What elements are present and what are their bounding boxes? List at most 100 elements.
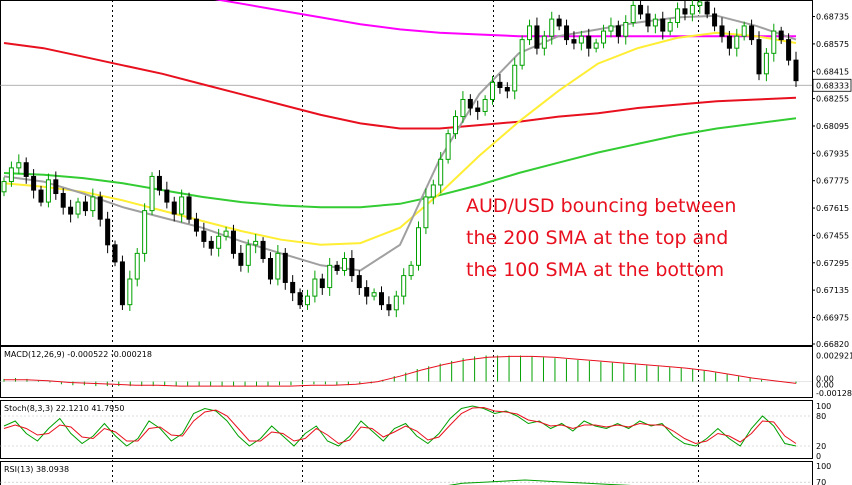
macd-tick-label: 0.002921: [816, 351, 852, 360]
price-tick-label: 0.66820: [816, 340, 849, 349]
candle: [423, 188, 429, 235]
candle: [512, 57, 518, 100]
candle: [408, 261, 414, 280]
candle: [401, 268, 407, 305]
candle: [201, 222, 207, 248]
candle: [179, 189, 185, 223]
candle: [682, 0, 688, 21]
candle: [741, 21, 747, 41]
candle: [793, 51, 799, 87]
candle: [734, 28, 740, 57]
candle: [156, 170, 162, 196]
candle: [53, 171, 59, 200]
candle: [8, 161, 14, 187]
candle: [645, 5, 651, 33]
candle: [142, 203, 148, 262]
candle: [652, 13, 658, 34]
candle: [327, 257, 333, 296]
candle: [193, 212, 199, 237]
candle: [504, 82, 510, 99]
candle: [756, 31, 762, 81]
macd-tick-label: 0.00: [816, 375, 834, 384]
candle: [1, 177, 7, 197]
candle: [230, 224, 236, 259]
macd-histogram: [3, 355, 797, 387]
candle: [378, 286, 384, 310]
candle: [267, 252, 273, 285]
candle: [31, 169, 37, 199]
candle: [541, 30, 547, 56]
candle: [38, 185, 44, 207]
candle: [467, 94, 473, 116]
candle: [68, 199, 74, 223]
macd-label: MACD(12,26,9) -0.000522 -0.000218: [4, 350, 152, 359]
candle: [223, 226, 229, 241]
candle: [238, 244, 244, 272]
candle: [282, 248, 288, 290]
price-tick-label: 0.67295: [816, 259, 849, 268]
candle: [490, 76, 496, 105]
candle: [16, 154, 22, 175]
candle: [90, 188, 96, 217]
candle: [186, 192, 192, 224]
price-tick-label: 0.68735: [816, 13, 849, 22]
price-tick-label: 0.66975: [816, 313, 849, 322]
candle: [82, 195, 88, 216]
price-tick-label: 0.67455: [816, 231, 849, 240]
candle: [45, 173, 51, 208]
candle: [23, 157, 29, 184]
moving-average-line: [3, 42, 797, 130]
candle: [482, 95, 488, 116]
candle: [475, 100, 481, 120]
candle: [497, 73, 503, 94]
candlesticks: [1, 0, 799, 318]
candle: [393, 290, 399, 318]
moving-average-line: [3, 31, 797, 246]
candle: [564, 19, 570, 45]
rsi-tick-label: 100: [816, 462, 831, 471]
candle: [712, 7, 718, 32]
candle: [134, 248, 140, 287]
candle: [208, 236, 214, 256]
candle: [371, 288, 377, 301]
price-tick-label: 0.68095: [816, 122, 849, 131]
candle: [60, 188, 66, 215]
current-price-label: 0.68333: [816, 81, 849, 90]
candle: [460, 91, 466, 123]
candle: [386, 296, 392, 317]
candle: [601, 24, 607, 49]
candle: [97, 191, 103, 227]
candle: [719, 17, 725, 43]
candle: [608, 17, 614, 38]
candle: [586, 28, 592, 57]
candle: [630, 1, 636, 27]
annotation-line-2: the 200 SMA at the top and: [466, 227, 728, 249]
candle: [704, 0, 710, 19]
candle: [763, 47, 769, 82]
candle: [519, 35, 525, 70]
price-tick-label: 0.67775: [816, 177, 849, 186]
candle: [245, 239, 251, 273]
price-tick-label: 0.67135: [816, 286, 849, 295]
stoch-lines: [3, 405, 797, 447]
candle: [578, 30, 584, 51]
candle: [127, 270, 133, 311]
current-price-box: [812, 78, 852, 92]
candle: [171, 196, 177, 222]
candle: [75, 197, 81, 219]
price-tick-label: 0.67615: [816, 204, 849, 213]
rsi-panel: RSI(13) 38.0938 100 70: [0, 462, 831, 485]
candle: [319, 273, 325, 295]
macd-tick-label: -0.001286: [816, 389, 852, 398]
moving-average-line: [214, 0, 796, 38]
macd-tick-label: 0.00: [816, 381, 834, 390]
macd-signal-line: [4, 355, 797, 387]
candle: [349, 250, 355, 282]
candle: [260, 237, 266, 263]
candle: [527, 19, 533, 45]
rsi-label: RSI(13) 38.0938: [4, 465, 69, 474]
candle: [534, 17, 540, 55]
